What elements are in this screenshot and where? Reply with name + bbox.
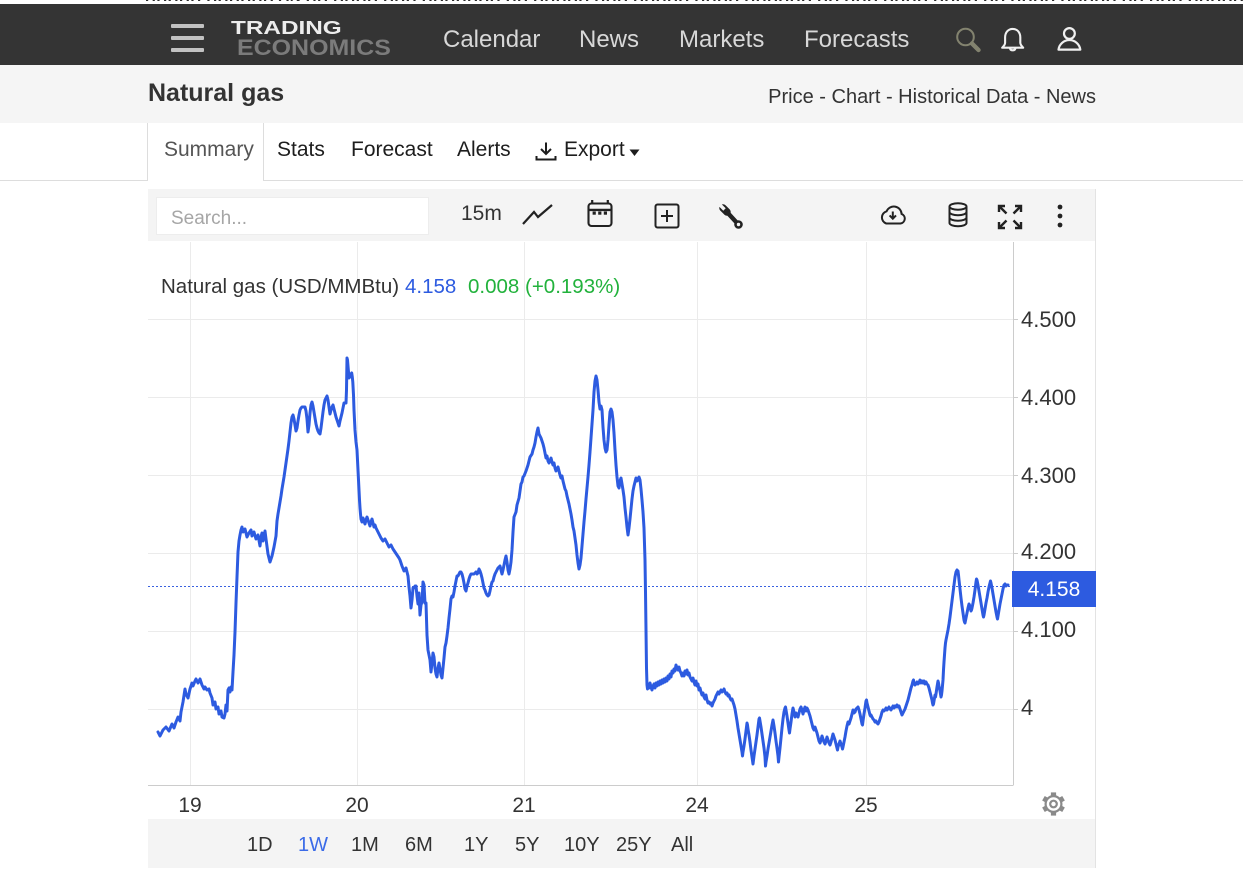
svg-text:21: 21 bbox=[512, 794, 535, 817]
svg-text:4.300: 4.300 bbox=[1021, 463, 1076, 488]
svg-text:Natural gas (USD/MMBtu): Natural gas (USD/MMBtu) bbox=[161, 275, 399, 298]
svg-text:4.500: 4.500 bbox=[1021, 307, 1076, 332]
svg-text:24: 24 bbox=[685, 794, 709, 817]
svg-text:4.200: 4.200 bbox=[1021, 539, 1076, 564]
svg-text:4.100: 4.100 bbox=[1021, 617, 1076, 642]
svg-text:4.158: 4.158 bbox=[405, 275, 456, 298]
svg-text:19: 19 bbox=[178, 794, 201, 817]
svg-text:4: 4 bbox=[1021, 695, 1033, 720]
svg-text:4.400: 4.400 bbox=[1021, 385, 1076, 410]
svg-text:25: 25 bbox=[854, 794, 877, 817]
svg-text:4.158: 4.158 bbox=[1028, 578, 1081, 601]
svg-text:0.008 (+0.193%): 0.008 (+0.193%) bbox=[468, 275, 620, 298]
svg-text:20: 20 bbox=[345, 794, 368, 817]
